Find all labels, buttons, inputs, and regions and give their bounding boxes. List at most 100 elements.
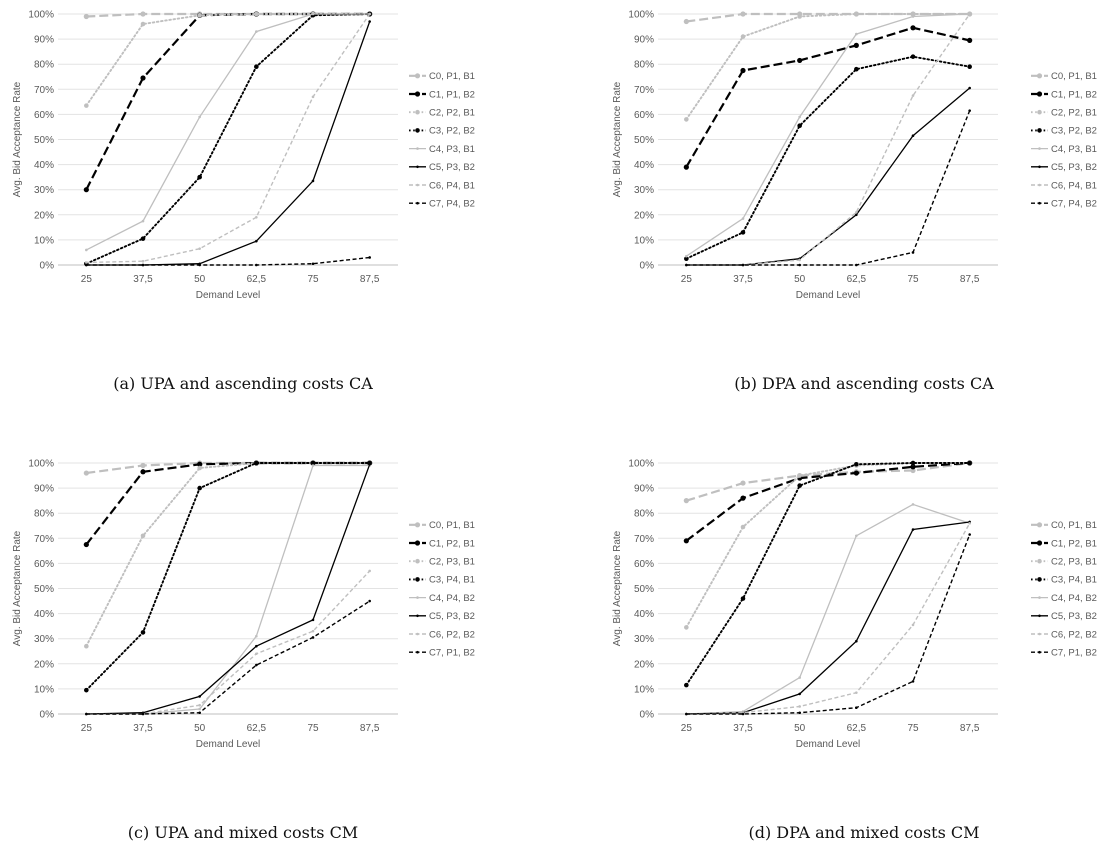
- data-point-c-5: [255, 644, 258, 648]
- data-point-b-7: [685, 263, 688, 267]
- series-line-c-2: [85, 462, 371, 648]
- y-tick-label-d: 70%: [634, 534, 654, 545]
- data-point-d-1: [740, 495, 746, 501]
- legend-label-c-1: C1, P2, B1: [429, 538, 475, 549]
- data-point-a-6: [311, 95, 315, 99]
- data-point-b-5: [968, 86, 971, 90]
- series-line-b-1: [685, 26, 970, 168]
- x-tick-label-c: 62,5: [247, 723, 267, 734]
- x-tick-label-c: 50: [194, 723, 206, 734]
- chart-svg-b: 0% 10% 20% 30% 40% 50% 60% 70% 80% 90% 100% 25 37,5 5…: [612, 10, 1097, 302]
- data-point-d-4: [911, 503, 915, 506]
- y-tick-label-d: 0%: [640, 710, 655, 721]
- y-tick-label-c: 40%: [34, 609, 54, 620]
- data-point-b-6: [911, 94, 915, 97]
- caption-a: (a) UPA and ascending costs CA: [113, 374, 373, 393]
- data-point-d-6: [798, 705, 801, 708]
- y-tick-label-d: 40%: [634, 609, 654, 620]
- legend-label-b-3: C3, P2, B2: [1051, 126, 1097, 137]
- data-point-b-0: [740, 11, 746, 17]
- y-tick-label-a: 60%: [34, 110, 54, 121]
- series-line-d-4: [686, 503, 970, 715]
- data-point-c-5: [311, 618, 315, 622]
- y-tick-label-c: 100%: [28, 459, 54, 470]
- y-tick-label-c: 70%: [34, 534, 54, 545]
- caption-b: (b) DPA and ascending costs CA: [734, 374, 994, 393]
- data-point-b-2: [854, 11, 859, 17]
- data-point-c-2: [140, 533, 146, 539]
- y-tick-label-d: 30%: [634, 634, 654, 645]
- data-point-d-3: [910, 460, 916, 466]
- data-point-b-4: [855, 32, 858, 36]
- data-point-c-7: [311, 636, 315, 639]
- legend-label-d-1: C1, P2, B1: [1051, 538, 1097, 549]
- series-line-a-4: [86, 13, 370, 251]
- y-tick-label-d: 100%: [628, 459, 654, 470]
- data-point-c-3: [254, 460, 259, 466]
- data-point-d-7: [855, 706, 858, 710]
- data-point-c-7: [198, 711, 201, 715]
- legend-marker-c-6: [416, 632, 419, 636]
- series-line-c-5: [86, 464, 371, 715]
- series-line-b-4: [685, 13, 970, 257]
- x-tick-label-b: 62,5: [847, 274, 867, 285]
- data-point-c-6: [198, 703, 201, 707]
- chart-panel-a: 0% 10% 20% 30% 40% 50% 60% 70% 80% 90% 100% 25 37,5 5…: [0, 0, 553, 302]
- y-tick-label-c: 0%: [40, 710, 55, 721]
- legend-label-a-5: C5, P3, B2: [429, 162, 475, 173]
- x-tick-label-d: 87,5: [960, 723, 980, 734]
- y-tick-label-b: 100%: [628, 10, 654, 21]
- legend-label-d-6: C6, P2, B2: [1051, 629, 1097, 640]
- data-point-b-1: [683, 164, 689, 170]
- x-tick-label-b: 37,5: [733, 274, 753, 285]
- legend-marker-d-1: [1036, 540, 1043, 546]
- legend-label-a-4: C4, P3, B1: [429, 144, 475, 155]
- y-tick-label-c: 60%: [34, 559, 54, 570]
- chart-panel-d: 0% 10% 20% 30% 40% 50% 60% 70% 80% 90% 100% 25 37,5 5…: [612, 449, 1106, 751]
- legend-marker-b-7: [1038, 201, 1041, 205]
- x-axis-title-b: Demand Level: [796, 290, 860, 301]
- y-axis-title-a: Avg. Bid Acceptance Rate: [12, 81, 23, 197]
- data-point-c-3: [84, 687, 89, 693]
- data-point-d-0: [740, 480, 746, 486]
- x-tick-label-d: 25: [681, 723, 693, 734]
- data-point-b-3: [797, 123, 802, 128]
- data-point-d-1: [683, 538, 689, 544]
- y-tick-label-c: 20%: [34, 659, 54, 670]
- legend-marker-a-6: [416, 183, 419, 187]
- legend-label-d-3: C3, P4, B1: [1051, 575, 1097, 586]
- data-point-c-7: [255, 663, 258, 667]
- legend-marker-c-3: [415, 577, 420, 582]
- y-tick-label-b: 10%: [634, 235, 654, 246]
- data-point-d-6: [968, 521, 971, 525]
- legend-label-c-7: C7, P1, B2: [429, 648, 475, 659]
- data-point-b-1: [740, 67, 746, 74]
- data-point-c-5: [368, 462, 371, 466]
- data-point-d-7: [968, 533, 971, 536]
- data-point-b-5: [911, 134, 915, 138]
- y-tick-label-c: 80%: [34, 509, 54, 520]
- data-point-d-0: [910, 467, 916, 474]
- series-line-c-1: [85, 461, 370, 546]
- y-tick-label-a: 30%: [34, 185, 54, 196]
- chart-panel-c: 0% 10% 20% 30% 40% 50% 60% 70% 80% 90% 100% 25 37,5 5…: [0, 449, 553, 751]
- legend-label-d-0: C0, P1, B1: [1051, 520, 1097, 531]
- data-point-d-0: [683, 498, 689, 504]
- data-point-d-7: [685, 712, 688, 716]
- data-point-b-1: [910, 25, 916, 31]
- data-point-c-2: [197, 465, 202, 471]
- data-point-b-1: [853, 42, 859, 48]
- x-tick-label-a: 62,5: [247, 274, 267, 285]
- data-point-a-0: [140, 11, 146, 17]
- data-point-c-5: [198, 695, 201, 698]
- legend-label-b-2: C2, P2, B1: [1051, 108, 1097, 119]
- x-tick-label-a: 50: [194, 274, 206, 285]
- data-point-a-4: [198, 115, 201, 119]
- legend-marker-b-5: [1038, 165, 1041, 169]
- data-point-a-7: [255, 263, 258, 267]
- data-point-b-1: [967, 37, 973, 43]
- legend-marker-c-1: [414, 540, 421, 546]
- y-tick-label-b: 30%: [634, 185, 654, 196]
- data-point-d-7: [741, 712, 745, 716]
- data-point-b-2: [684, 117, 689, 122]
